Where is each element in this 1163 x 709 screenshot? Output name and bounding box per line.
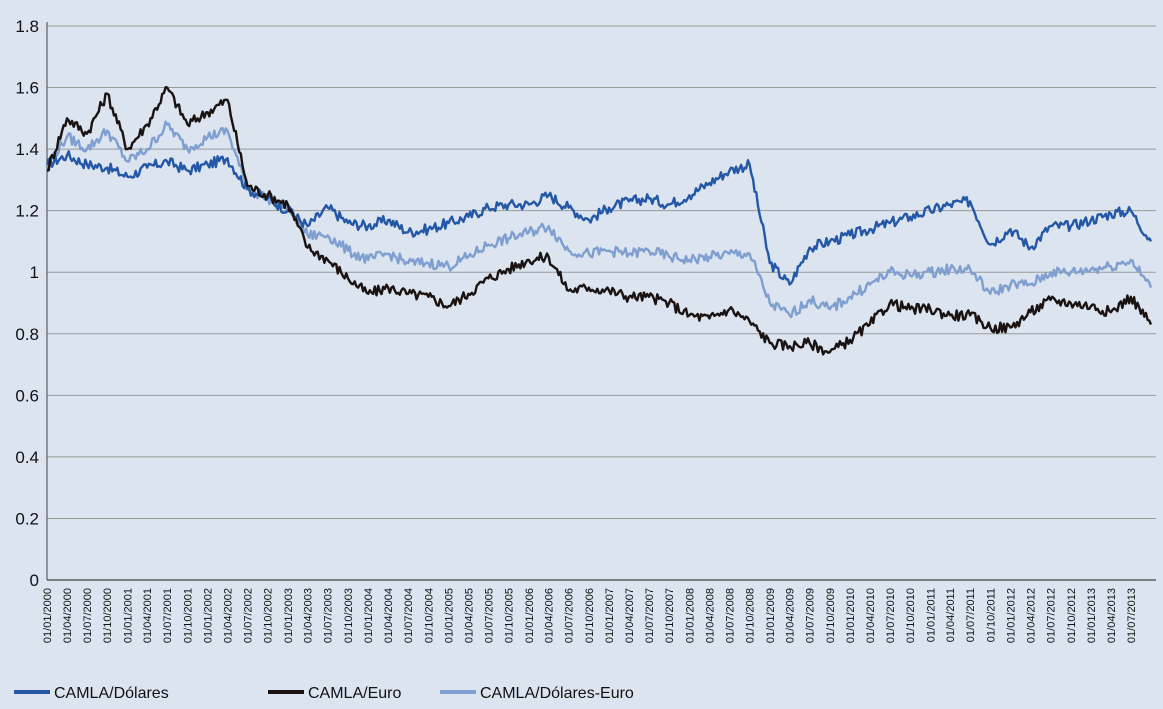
x-tick-label: 01/01/2003 bbox=[283, 588, 295, 643]
x-tick-label: 01/04/2013 bbox=[1106, 588, 1118, 643]
y-axis-ticks: 0 0.2 0.4 0.6 0.8 1 1.2 1.4 1.6 1.8 bbox=[15, 17, 39, 590]
x-tick-label: 01/04/2001 bbox=[142, 588, 154, 643]
x-tick-label: 01/04/2005 bbox=[463, 588, 475, 643]
y-tick-label: 0.2 bbox=[15, 509, 39, 528]
x-tick-label: 01/04/2006 bbox=[544, 588, 556, 643]
series-lines bbox=[45, 86, 1153, 356]
x-tick-label: 01/01/2012 bbox=[1006, 588, 1018, 643]
series-line-2 bbox=[46, 120, 1153, 319]
x-tick-label: 01/10/2006 bbox=[584, 588, 596, 643]
x-tick-label: 01/07/2013 bbox=[1126, 588, 1138, 643]
x-tick-label: 01/10/2005 bbox=[504, 588, 516, 643]
y-tick-label: 0.8 bbox=[15, 325, 39, 344]
x-tick-label: 01/04/2009 bbox=[785, 588, 797, 643]
x-tick-label: 01/10/2010 bbox=[905, 588, 917, 643]
x-tick-label: 01/01/2004 bbox=[363, 588, 375, 643]
x-axis-ticks: 01/01/2000 01/04/2000 01/07/2000 01/10/2000… bbox=[42, 588, 1138, 643]
y-tick-label: 1.8 bbox=[15, 17, 39, 36]
x-tick-label: 01/01/2006 bbox=[524, 588, 536, 643]
y-tick-label: 0.4 bbox=[15, 448, 39, 467]
x-tick-label: 01/04/2002 bbox=[222, 588, 234, 643]
x-tick-label: 01/01/2009 bbox=[765, 588, 777, 643]
x-tick-label: 01/04/2003 bbox=[303, 588, 315, 643]
x-tick-label: 01/10/2003 bbox=[343, 588, 355, 643]
legend-label: CAMLA/Dólares bbox=[54, 685, 169, 702]
x-tick-label: 01/07/2005 bbox=[483, 588, 495, 643]
y-tick-label: 0 bbox=[30, 571, 39, 590]
y-tick-label: 1.2 bbox=[15, 202, 39, 221]
x-tick-label: 01/10/2000 bbox=[102, 588, 114, 643]
y-tick-label: 1.6 bbox=[15, 79, 39, 98]
x-tick-label: 01/01/2010 bbox=[845, 588, 857, 643]
plot-area bbox=[47, 22, 1156, 580]
x-tick-label: 01/04/2012 bbox=[1026, 588, 1038, 643]
x-tick-label: 01/07/2012 bbox=[1046, 588, 1058, 643]
x-tick-label: 01/04/2010 bbox=[865, 588, 877, 643]
x-tick-label: 01/07/2008 bbox=[724, 588, 736, 643]
x-tick-label: 01/07/2004 bbox=[403, 588, 415, 643]
x-tick-label: 01/07/2003 bbox=[323, 588, 335, 643]
x-tick-label: 01/01/2013 bbox=[1086, 588, 1098, 643]
x-tick-label: 01/01/2011 bbox=[925, 588, 937, 642]
y-tick-label: 1 bbox=[30, 263, 39, 282]
x-tick-label: 01/10/2007 bbox=[664, 588, 676, 643]
x-tick-label: 01/07/2002 bbox=[242, 588, 254, 643]
x-tick-label: 01/10/2011 bbox=[985, 588, 997, 642]
x-tick-label: 01/10/2002 bbox=[263, 588, 275, 643]
x-tick-label: 01/07/2010 bbox=[885, 588, 897, 643]
gridlines bbox=[47, 22, 1156, 580]
y-tick-label: 0.6 bbox=[15, 386, 39, 405]
x-tick-label: 01/01/2007 bbox=[604, 588, 616, 643]
x-tick-label: 01/07/2007 bbox=[644, 588, 656, 643]
legend-label: CAMLA/Dólares-Euro bbox=[480, 685, 634, 702]
x-tick-label: 01/04/2008 bbox=[704, 588, 716, 643]
x-tick-label: 01/01/2000 bbox=[42, 588, 54, 643]
x-tick-label: 01/07/2000 bbox=[82, 588, 94, 643]
x-tick-label: 01/04/2007 bbox=[624, 588, 636, 643]
series-line-1 bbox=[46, 86, 1153, 356]
x-tick-label: 01/10/2004 bbox=[423, 588, 435, 643]
x-tick-label: 01/10/2008 bbox=[745, 588, 757, 643]
axes bbox=[46, 22, 1156, 581]
series-line-0 bbox=[45, 150, 1153, 286]
x-tick-label: 01/07/2011 bbox=[965, 588, 977, 642]
x-tick-label: 01/10/2009 bbox=[825, 588, 837, 643]
x-tick-label: 01/10/2012 bbox=[1066, 588, 1078, 643]
x-tick-label: 01/07/2001 bbox=[162, 588, 174, 643]
x-tick-label: 01/01/2005 bbox=[444, 588, 456, 643]
y-tick-label: 1.4 bbox=[15, 140, 39, 159]
x-tick-label: 01/04/2000 bbox=[62, 588, 74, 643]
x-tick-label: 01/04/2011 bbox=[945, 588, 957, 642]
x-tick-label: 01/10/2001 bbox=[182, 588, 194, 643]
x-tick-label: 01/01/2008 bbox=[684, 588, 696, 643]
x-tick-label: 01/07/2006 bbox=[564, 588, 576, 643]
legend-label: CAMLA/Euro bbox=[308, 685, 401, 702]
x-tick-label: 01/04/2004 bbox=[383, 588, 395, 643]
x-tick-label: 01/01/2002 bbox=[203, 588, 215, 643]
x-tick-label: 01/07/2009 bbox=[805, 588, 817, 643]
x-tick-label: 01/01/2001 bbox=[122, 588, 134, 643]
legend: CAMLA/Dólares CAMLA/Euro CAMLA/Dólares-Eur… bbox=[14, 685, 634, 702]
